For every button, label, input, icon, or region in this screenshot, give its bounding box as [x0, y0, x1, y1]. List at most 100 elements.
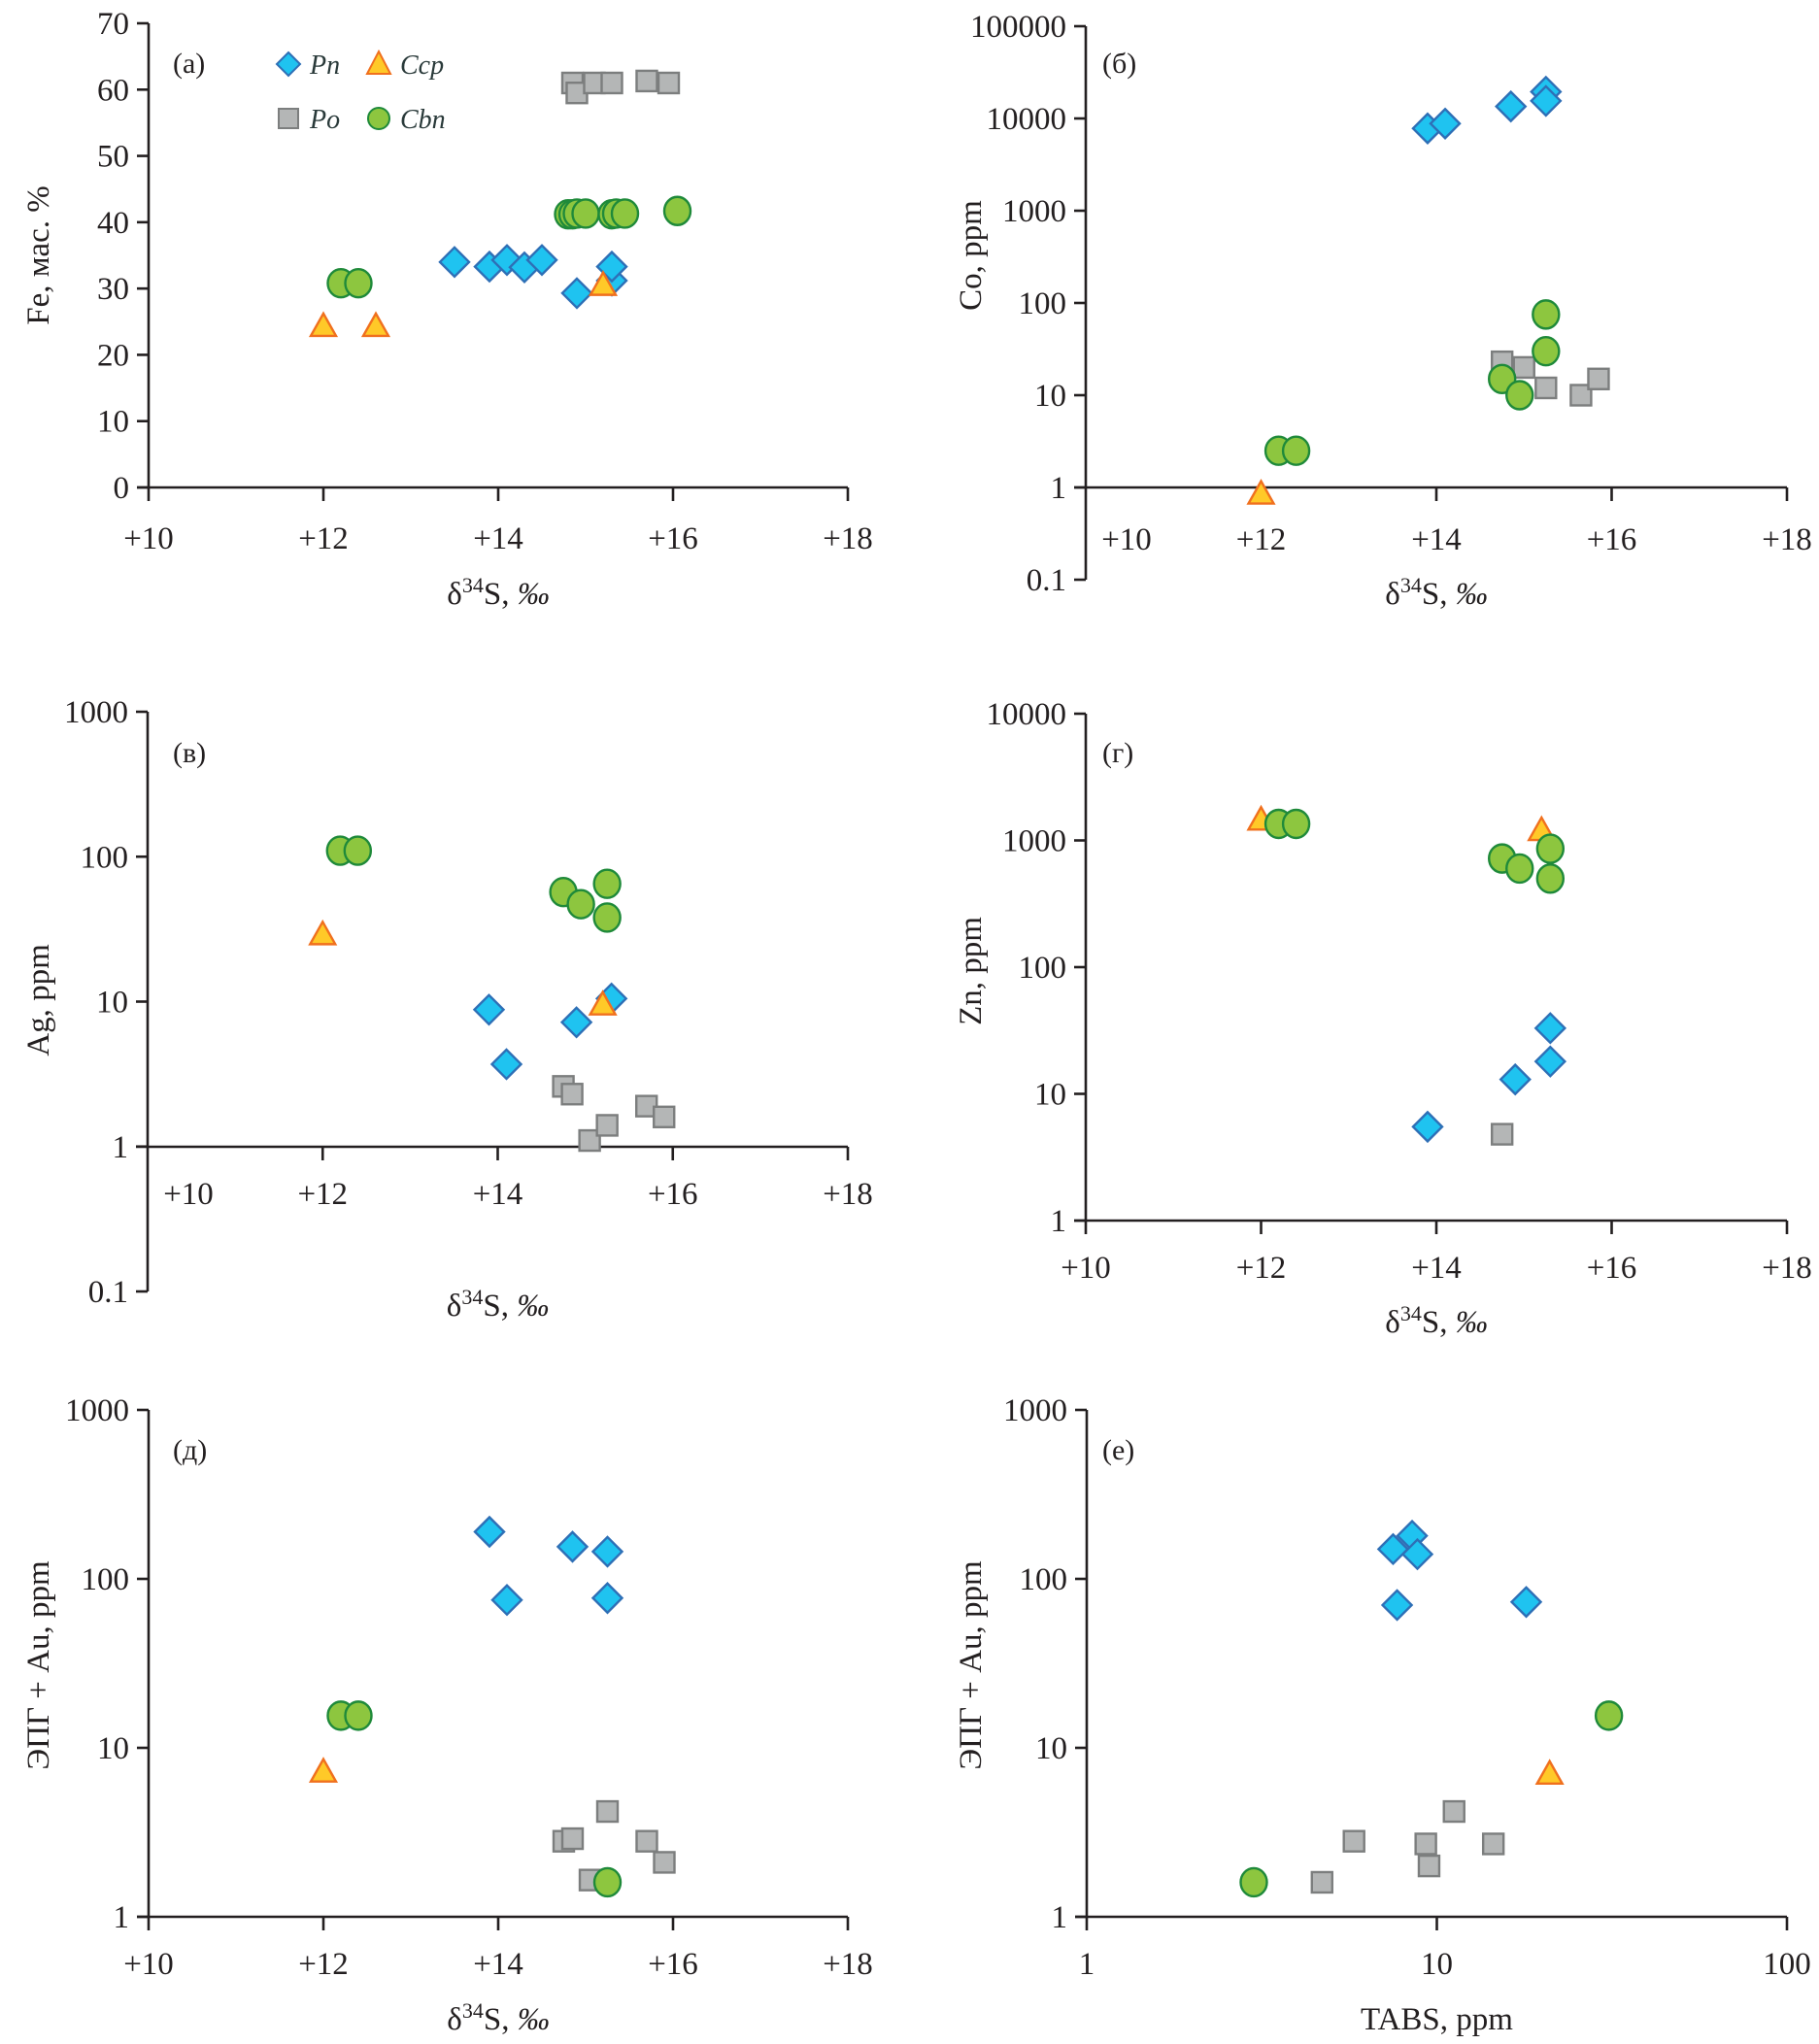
point-pn: [560, 277, 593, 310]
point-po: [595, 1799, 620, 1824]
point-cbn: [566, 888, 595, 920]
data-points: [308, 835, 676, 1153]
point-ccp: [1534, 1759, 1565, 1786]
point-pn: [1499, 1062, 1532, 1096]
legend-label: Ccp: [400, 50, 444, 81]
x-tick-label: +16: [648, 1177, 698, 1212]
y-tick-label: 20: [97, 338, 129, 373]
legend: Pn Ccp Po Cbn: [275, 49, 446, 135]
point-po: [560, 1826, 585, 1851]
x-axis-title: TABS, ppm: [1361, 2002, 1513, 2037]
x-tick-label: 1: [1079, 1947, 1095, 1982]
point-pn: [1495, 89, 1528, 123]
point-po: [1414, 1832, 1437, 1856]
x-tick-label: +18: [823, 1177, 873, 1212]
point-cbn: [1535, 863, 1566, 894]
y-tick-label: 100000: [970, 10, 1066, 45]
point-po: [578, 1128, 601, 1153]
point-pn: [489, 1048, 523, 1081]
point-pn: [556, 1530, 589, 1563]
point-cbn: [1532, 299, 1561, 330]
point-pn: [1376, 1532, 1410, 1566]
point-pn: [1533, 1045, 1567, 1078]
y-tick-label: 30: [97, 272, 129, 307]
x-tick-label: +14: [1411, 522, 1462, 557]
y-tick-label: 1000: [1002, 824, 1066, 859]
x-axis-title: δ34S, ‰: [1385, 573, 1487, 612]
x-tick-label: +16: [1587, 1251, 1637, 1286]
point-po: [595, 1114, 619, 1137]
point-po: [600, 71, 623, 95]
y-tick-label: 70: [97, 7, 129, 42]
point-cbn: [1505, 853, 1534, 885]
point-pn: [525, 244, 558, 277]
x-tick-label: +16: [648, 521, 698, 556]
y-tick-label: 1: [1052, 1900, 1068, 1935]
point-pn: [590, 1535, 624, 1568]
point-ccp: [588, 270, 619, 296]
y-axis-title: Co, ppm: [954, 200, 989, 311]
y-axis-title: Fe, мас. %: [21, 185, 56, 324]
panel-g: 1 10 100 1000 10000 +10 +12 +14 +16 +18 δ34S, ‰ Zn,…: [954, 697, 1812, 1340]
point-po: [560, 1083, 584, 1106]
point-cbn: [344, 267, 373, 299]
point-ccp: [308, 1757, 339, 1783]
y-tick-label: 100: [82, 1562, 130, 1597]
y-tick-label: 1: [1051, 1204, 1067, 1239]
legend-marker-square: [278, 108, 299, 129]
x-axis-title: δ34S, ‰: [447, 1285, 549, 1324]
data-points: [1246, 804, 1567, 1146]
y-tick-label: 0.1: [1027, 563, 1066, 598]
y-tick-label: 10: [1034, 1078, 1066, 1113]
x-tick-label: +18: [823, 521, 873, 556]
point-pn: [1429, 107, 1462, 140]
y-tick-label: 10: [97, 405, 129, 440]
x-tick-label: +12: [298, 1947, 349, 1982]
panel-label: (е): [1102, 1434, 1134, 1466]
point-cbn: [1535, 833, 1566, 864]
y-tick-label: 10: [96, 986, 128, 1021]
data-points: [1246, 75, 1610, 505]
x-tick-label: +10: [1061, 1251, 1111, 1286]
point-cbn: [1505, 380, 1534, 411]
point-pn: [1533, 1012, 1567, 1045]
point-cbn: [1532, 335, 1561, 367]
legend-item-pn: Pn: [275, 50, 340, 81]
y-tick-label: 10: [1034, 379, 1066, 414]
legend-item-cbn: Cbn: [367, 105, 446, 135]
point-cbn: [1594, 1700, 1624, 1731]
x-tick-label: 10: [1421, 1947, 1453, 1982]
y-tick-label: 100: [1019, 286, 1067, 321]
point-po: [653, 1851, 676, 1874]
y-axis-title: Ag, ppm: [21, 944, 56, 1056]
point-po: [1569, 384, 1593, 407]
x-tick-label: +14: [473, 521, 523, 556]
panel-label: (в): [173, 737, 206, 769]
x-tick-label: +10: [1101, 522, 1152, 557]
point-po: [1342, 1829, 1365, 1853]
point-po: [1512, 355, 1535, 380]
x-tick-label: +18: [1762, 522, 1812, 557]
point-cbn: [662, 195, 692, 226]
legend-label: Pn: [309, 50, 340, 81]
y-tick-label: 1: [114, 1900, 130, 1935]
x-tick-label: +18: [1762, 1251, 1812, 1286]
y-tick-label: 1000: [65, 1393, 129, 1428]
legend-marker-diamond: [275, 50, 302, 78]
x-tick-label: +10: [123, 1947, 174, 1982]
point-po: [635, 1829, 658, 1853]
point-ccp: [588, 989, 618, 1016]
x-tick-label: +10: [163, 1177, 214, 1212]
y-axis-title: ЭПГ + Au, ppm: [954, 1560, 989, 1770]
y-tick-label: 10: [97, 1731, 129, 1766]
x-tick-label: +12: [298, 521, 349, 556]
x-tick-label: +14: [1411, 1251, 1462, 1286]
point-cbn: [592, 1866, 623, 1898]
point-cbn: [343, 835, 372, 866]
point-ccp: [360, 311, 391, 338]
x-tick-label: +12: [1236, 1251, 1287, 1286]
point-pn: [1380, 1589, 1414, 1622]
x-axis-title: δ34S, ‰: [1385, 1301, 1487, 1340]
point-pn: [472, 993, 506, 1026]
x-tick-label: +14: [473, 1177, 523, 1212]
